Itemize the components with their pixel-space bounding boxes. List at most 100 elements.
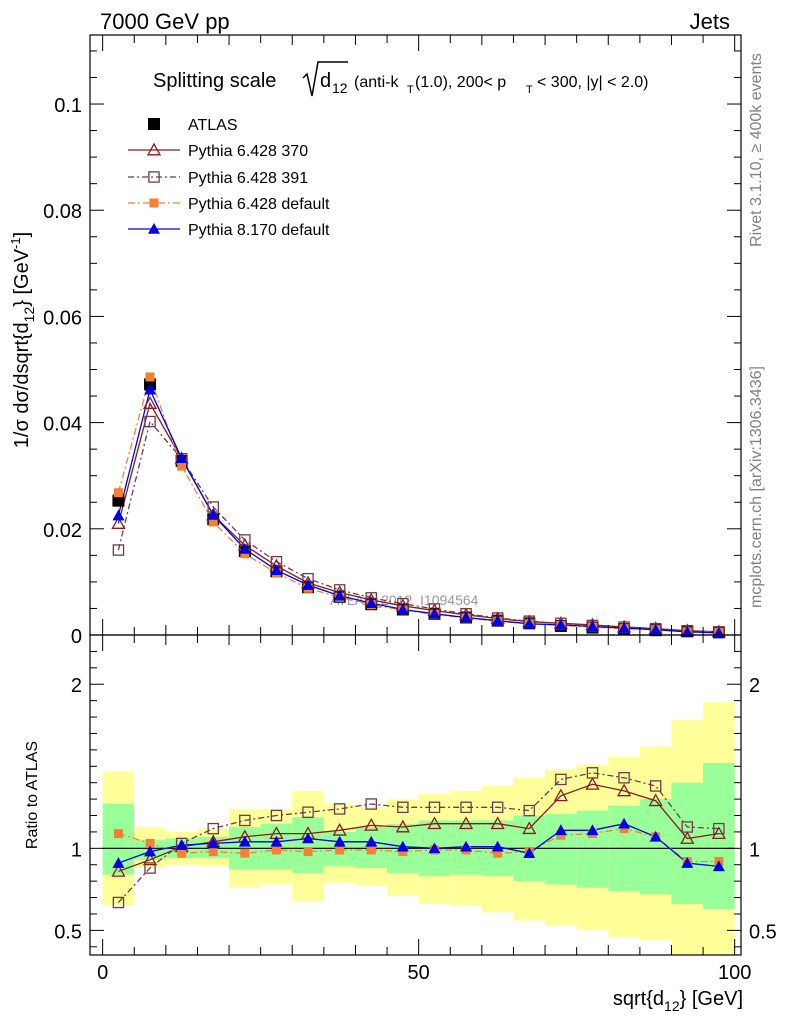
- ratio-point-pythia-6-428-default: [619, 824, 629, 834]
- ratio-ytick-label-left: 0.5: [54, 921, 82, 943]
- top-point-pythia-8-170-default: [586, 620, 599, 632]
- ratio-point-pythia-6-428-default: [177, 848, 187, 858]
- top-point-pythia-8-170-default: [396, 603, 409, 615]
- top-point-atlas: [112, 494, 125, 507]
- ratio-frame: [89, 634, 742, 956]
- ylabel-part-5: ]: [11, 232, 33, 238]
- top-point-pythia-8-170-default: [523, 617, 536, 629]
- top-ylabel-text: 1/σ dσ/dsqrt{d12} [GeV-1]: [8, 232, 37, 448]
- ratio-point-pythia-6-428-370: [395, 819, 410, 833]
- ratio-point-pythia-6-428-391: [523, 804, 536, 817]
- ratio-point-pythia-6-428-default: [493, 848, 503, 858]
- legend-label-p6-370: Pythia 6.428 370: [188, 143, 308, 160]
- ratio-point-pythia-8-170-default: [333, 835, 346, 847]
- ratio-point-pythia-6-428-370: [585, 776, 600, 790]
- ratio-point-pythia-6-428-default: [366, 845, 376, 855]
- ratio-point-pythia-8-170-default: [586, 824, 599, 836]
- ratio-point-pythia-8-170-default: [144, 845, 157, 857]
- top-axes: 0 0.02 0.04 0.06 0.08 0.1: [43, 34, 742, 648]
- ratio-point-pythia-6-428-391: [491, 801, 504, 814]
- ratio-point-pythia-6-428-391: [144, 862, 156, 874]
- ratio-point-pythia-8-170-default: [681, 857, 694, 868]
- legend-label-p6-default: Pythia 6.428 default: [188, 196, 330, 213]
- title-rest-a-sub: T: [407, 84, 414, 96]
- ratio-point-pythia-8-170-default: [238, 835, 251, 847]
- ratio-point-pythia-8-170-default: [712, 860, 725, 872]
- ratio-point-pythia-8-170-default: [270, 835, 283, 847]
- header-left: 7000 GeV pp: [100, 9, 230, 34]
- ratio-point-pythia-8-170-default: [491, 840, 504, 852]
- ratio-inner-band: [703, 763, 735, 910]
- ratio-point-pythia-6-428-370: [680, 831, 695, 844]
- ratio-point-pythia-6-428-391: [302, 806, 314, 818]
- ratio-point-pythia-6-428-391: [681, 821, 694, 833]
- ratio-point-pythia-8-170-default: [365, 835, 378, 847]
- xlabel-sub: 12: [664, 998, 680, 1014]
- title-rest-b-sub: T: [526, 84, 533, 96]
- xtick-label: 0: [97, 962, 108, 984]
- ratio-point-pythia-8-170-default: [302, 832, 315, 844]
- ratio-point-pythia-6-428-default: [145, 838, 155, 848]
- ratio-point-pythia-8-170-default: [649, 830, 662, 842]
- legend: ATLAS Pythia 6.428 370 Pythia 6.428 391 …: [128, 117, 330, 239]
- top-point-pythia-8-170-default: [238, 542, 251, 554]
- ratio-line-pythia-6-428-370: [118, 783, 719, 872]
- ratio-point-pythia-6-428-391: [112, 896, 125, 909]
- ratio-point-pythia-6-428-370: [364, 818, 379, 831]
- top-ytick-label: 0: [71, 626, 82, 648]
- top-point-pythia-8-170-default: [681, 625, 694, 637]
- ratio-ytick-label-left: 2: [71, 675, 82, 697]
- top-ytick-label: 0.02: [43, 520, 82, 542]
- top-point-pythia-6-428-391: [112, 544, 125, 556]
- ratio-ylabel: Ratio to ATLAS: [24, 741, 41, 849]
- ratio-point-pythia-6-428-370: [111, 863, 126, 877]
- ratio-inner-band: [576, 810, 609, 888]
- ratio-point-pythia-8-170-default: [618, 817, 631, 829]
- ratio-point-pythia-6-428-391: [239, 814, 251, 827]
- ratio-point-pythia-6-428-391: [649, 780, 662, 792]
- top-point-pythia-6-428-370: [142, 396, 158, 409]
- ratio-point-pythia-6-428-default: [303, 847, 313, 857]
- top-point-pythia-6-428-default: [208, 517, 218, 527]
- main-title: Splitting scale d 12 (anti-k T (1.0), 20…: [153, 61, 649, 97]
- top-point-pythia-8-170-default: [207, 509, 220, 520]
- ratio-point-pythia-6-428-370: [332, 822, 347, 836]
- top-ytick-label: 0.06: [43, 307, 82, 329]
- ratio-ytick-label-right: 0.5: [749, 921, 777, 943]
- ratio-point-pythia-6-428-default: [271, 845, 281, 855]
- ratio-point-pythia-6-428-370: [427, 816, 442, 830]
- top-point-pythia-8-170-default: [112, 509, 125, 521]
- ratio-point-pythia-8-170-default: [523, 847, 536, 859]
- top-ylabel: 1/σ dσ/dsqrt{d12} [GeV-1]: [8, 232, 37, 448]
- legend-marker-pythia-6-428-391: [148, 171, 160, 183]
- mcplots-label: mcplots.cern.ch [arXiv:1306.3436]: [748, 366, 765, 608]
- rivet-label: Rivet 3.1.10, ≥ 400k events: [748, 53, 765, 247]
- ylabel-part-2: 12: [21, 307, 37, 323]
- ratio-point-pythia-6-428-391: [428, 801, 441, 814]
- top-point-pythia-8-170-default: [618, 622, 631, 633]
- ratio-point-pythia-6-428-391: [270, 809, 283, 822]
- legend-label-p6-391: Pythia 6.428 391: [188, 170, 308, 187]
- ratio-ytick-label-left: 1: [71, 839, 82, 861]
- xtick-label: 50: [408, 962, 430, 984]
- ratio-point-pythia-6-428-391: [713, 822, 725, 835]
- ratio-point-pythia-8-170-default: [554, 824, 567, 836]
- ratio-point-pythia-8-170-default: [428, 842, 441, 854]
- ratio-inner-band: [639, 799, 672, 895]
- ratio-point-pythia-6-428-391: [365, 798, 378, 810]
- header-right: Jets: [690, 9, 730, 34]
- title-main: Splitting scale: [153, 70, 276, 92]
- ylabel-part-1: 1/σ dσ/dsqrt{d: [11, 322, 33, 448]
- ratio-point-pythia-6-428-391: [586, 767, 599, 779]
- ratio-point-pythia-6-428-default: [208, 847, 218, 857]
- ratio-point-pythia-6-428-391: [333, 803, 346, 815]
- ratio-line-pythia-8-170-default: [118, 823, 719, 868]
- ratio-point-pythia-6-428-default: [335, 845, 345, 855]
- legend-label-p8-default: Pythia 8.170 default: [188, 222, 330, 239]
- top-point-pythia-8-170-default: [270, 564, 283, 576]
- ratio-ytick-label-right: 1: [749, 839, 760, 861]
- ratio-point-pythia-6-428-391: [207, 822, 219, 835]
- xlabel-end: } [GeV]: [680, 988, 743, 1010]
